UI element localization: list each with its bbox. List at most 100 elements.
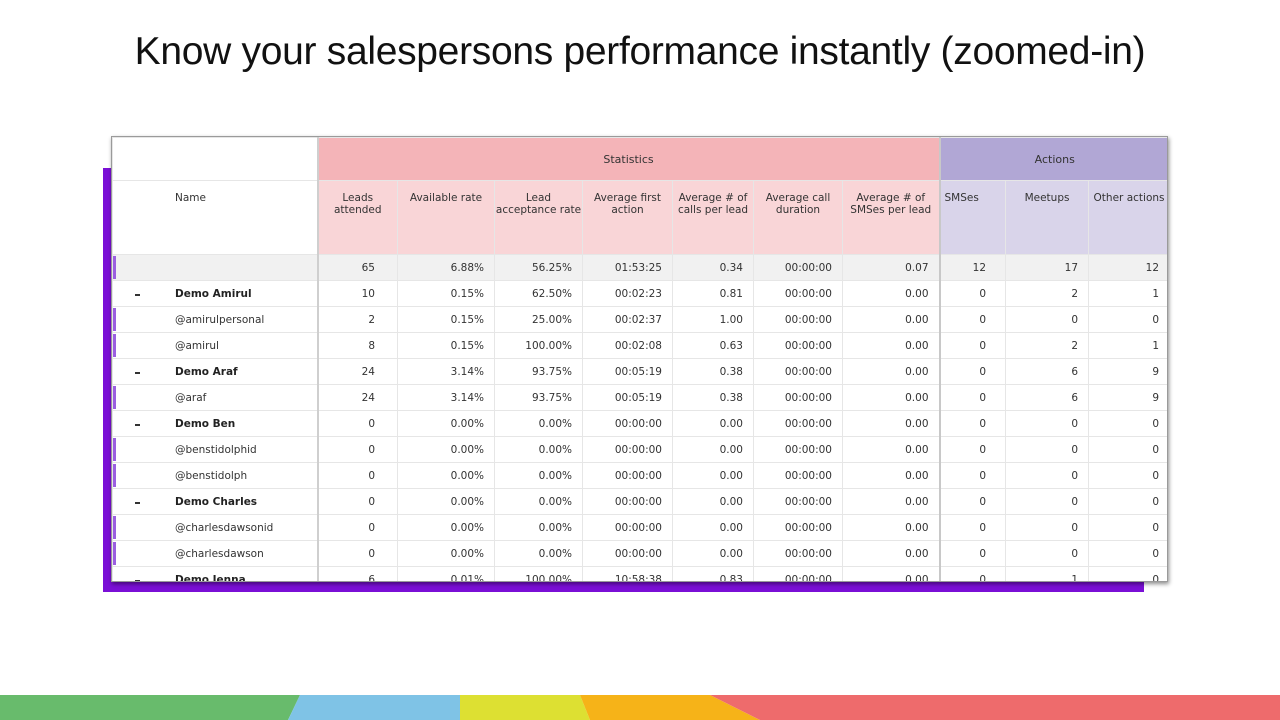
collapse-toggle-icon[interactable] [135,294,140,296]
lead-acceptance-rate-cell: 0.00% [494,540,583,567]
group-header-row: Statistics Actions [112,137,1167,181]
average-smses-per-lead-cell: 0.00 [841,514,941,541]
name-cell: Demo Araf [112,358,319,385]
total-average-first-action: 01:53:25 [582,254,673,281]
name-cell: Demo Charles [112,488,319,515]
average-calls-per-lead-cell: 0.00 [672,514,754,541]
other-actions-cell: 0 [1088,436,1167,463]
lead-acceptance-rate-cell: 100.00% [494,332,583,359]
name-cell: @araf [112,384,319,411]
other-actions-cell: 0 [1088,488,1167,515]
account-row: @charlesdawson 0 0.00% 0.00% 00:00:00 0.00 00:… [112,540,1167,567]
collapse-toggle-icon[interactable] [135,502,140,504]
column-header-leads-attended[interactable]: Leads attended [317,180,398,255]
average-calls-per-lead-cell: 0.00 [672,436,754,463]
smses-cell: 0 [939,306,1007,333]
performance-table: Statistics Actions Name Leads attended A… [112,137,1167,582]
account-row: @benstidolphid 0 0.00% 0.00% 00:00:00 0.00 00:… [112,436,1167,463]
row-marker [113,464,116,487]
salesperson-row[interactable]: Demo Araf 24 3.14% 93.75% 00:05:19 0.38 00:00:… [112,358,1167,385]
column-header-name[interactable]: Name [112,180,319,255]
column-header-available-rate[interactable]: Available rate [397,180,495,255]
leads-attended-cell: 0 [317,436,398,463]
salesperson-name: Demo Charles [175,495,258,508]
salesperson-row[interactable]: Demo Amirul 10 0.15% 62.50% 00:02:23 0.81 00:0… [112,280,1167,307]
salesperson-row[interactable]: Demo Jenna 6 0.01% 100.00% 10:58:38 0.83 00:00… [112,566,1167,582]
leads-attended-cell: 24 [317,358,398,385]
available-rate-cell: 0.00% [397,410,495,437]
leads-attended-cell: 10 [317,280,398,307]
name-cell: @amirul [112,332,319,359]
salesperson-name: Demo Ben [175,417,236,430]
available-rate-cell: 0.15% [397,332,495,359]
available-rate-cell: 0.00% [397,488,495,515]
other-actions-cell: 9 [1088,384,1167,411]
column-header-average-call-duration[interactable]: Average call duration [753,180,843,255]
meetups-cell: 0 [1005,488,1090,515]
total-average-smses-per-lead: 0.07 [841,254,941,281]
total-average-calls-per-lead: 0.34 [672,254,754,281]
totals-name-cell [112,254,319,281]
lead-acceptance-rate-cell: 93.75% [494,384,583,411]
total-leads-attended: 65 [317,254,398,281]
average-call-duration-cell: 00:00:00 [753,436,843,463]
column-header-average-first-action[interactable]: Average first action [582,180,673,255]
account-row: @amirul 8 0.15% 100.00% 00:02:08 0.63 00:00:00… [112,332,1167,359]
average-first-action-cell: 00:02:08 [582,332,673,359]
available-rate-cell: 0.00% [397,436,495,463]
smses-cell: 0 [939,280,1007,307]
column-header-lead-acceptance-rate[interactable]: Lead acceptance rate [494,180,583,255]
column-header-meetups[interactable]: Meetups [1005,180,1090,255]
collapse-toggle-icon[interactable] [135,424,140,426]
totals-row: 65 6.88% 56.25% 01:53:25 0.34 00:00:00 0… [112,254,1167,281]
total-average-call-duration: 00:00:00 [753,254,843,281]
average-smses-per-lead-cell: 0.00 [841,436,941,463]
account-handle: @araf [175,391,207,404]
column-header-other-actions[interactable]: Other actions [1088,180,1167,255]
name-cell: Demo Ben [112,410,319,437]
average-call-duration-cell: 00:00:00 [753,358,843,385]
column-header-average-calls-per-lead[interactable]: Average # of calls per lead [672,180,754,255]
account-handle: @amirulpersonal [175,313,265,326]
column-header-average-smses-per-lead[interactable]: Average # of SMSes per lead [841,180,941,255]
other-actions-cell: 1 [1088,332,1167,359]
other-actions-cell: 1 [1088,280,1167,307]
salesperson-row[interactable]: Demo Charles 0 0.00% 0.00% 00:00:00 0.00 00:00… [112,488,1167,515]
salesperson-row[interactable]: Demo Ben 0 0.00% 0.00% 00:00:00 0.00 00:00:00 0… [112,410,1167,437]
collapse-toggle-icon[interactable] [135,372,140,374]
row-marker [113,438,116,461]
average-call-duration-cell: 00:00:00 [753,306,843,333]
average-call-duration-cell: 00:00:00 [753,280,843,307]
other-actions-cell: 0 [1088,566,1167,581]
collapse-toggle-icon[interactable] [135,580,140,581]
meetups-cell: 2 [1005,332,1090,359]
smses-cell: 0 [939,488,1007,515]
available-rate-cell: 0.00% [397,462,495,489]
account-handle: @benstidolph [175,469,248,482]
column-header-row: Name Leads attended Available rate Lead … [112,180,1167,255]
salesperson-name: Demo Jenna [175,573,246,582]
actions-group-header: Actions [939,137,1167,181]
leads-attended-cell: 0 [317,462,398,489]
smses-cell: 0 [939,462,1007,489]
other-actions-cell: 0 [1088,410,1167,437]
meetups-cell: 6 [1005,358,1090,385]
column-header-smses[interactable]: SMSes [939,180,1007,255]
lead-acceptance-rate-cell: 93.75% [494,358,583,385]
average-calls-per-lead-cell: 0.00 [672,488,754,515]
average-calls-per-lead-cell: 0.00 [672,410,754,437]
available-rate-cell: 0.15% [397,280,495,307]
row-marker [113,516,116,539]
average-first-action-cell: 00:00:00 [582,514,673,541]
name-cell: @charlesdawson [112,540,319,567]
account-handle: @amirul [175,339,219,352]
smses-cell: 0 [939,436,1007,463]
meetups-cell: 0 [1005,462,1090,489]
average-smses-per-lead-cell: 0.00 [841,280,941,307]
average-smses-per-lead-cell: 0.00 [841,410,941,437]
available-rate-cell: 3.14% [397,384,495,411]
smses-cell: 0 [939,540,1007,567]
meetups-cell: 1 [1005,566,1090,581]
average-first-action-cell: 00:02:37 [582,306,673,333]
average-call-duration-cell: 00:00:00 [753,488,843,515]
